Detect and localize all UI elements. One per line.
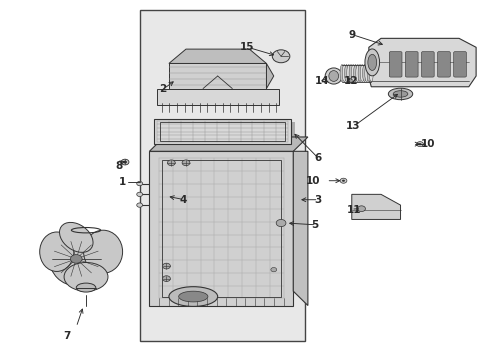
Text: 4: 4 xyxy=(180,195,187,205)
Text: 6: 6 xyxy=(313,153,321,163)
Polygon shape xyxy=(149,151,293,306)
Ellipse shape xyxy=(350,64,354,82)
Text: 15: 15 xyxy=(239,42,254,52)
Polygon shape xyxy=(149,137,307,151)
FancyBboxPatch shape xyxy=(405,51,417,77)
Ellipse shape xyxy=(355,64,359,82)
Bar xyxy=(161,160,281,297)
Ellipse shape xyxy=(387,88,412,100)
Polygon shape xyxy=(266,63,273,89)
Ellipse shape xyxy=(49,232,103,286)
Ellipse shape xyxy=(40,232,74,271)
Ellipse shape xyxy=(353,64,357,82)
Circle shape xyxy=(123,161,127,163)
Text: 5: 5 xyxy=(311,220,318,230)
Circle shape xyxy=(276,220,285,226)
Bar xyxy=(158,122,294,147)
Ellipse shape xyxy=(346,64,350,82)
Ellipse shape xyxy=(367,54,376,71)
Circle shape xyxy=(416,141,423,147)
Polygon shape xyxy=(368,39,475,87)
Ellipse shape xyxy=(357,64,361,82)
Circle shape xyxy=(182,160,189,166)
Circle shape xyxy=(162,276,170,282)
Ellipse shape xyxy=(168,287,217,306)
Ellipse shape xyxy=(328,71,338,81)
Circle shape xyxy=(70,255,82,263)
Ellipse shape xyxy=(178,291,207,302)
Ellipse shape xyxy=(392,91,407,97)
Text: 12: 12 xyxy=(343,76,357,86)
Circle shape xyxy=(162,263,170,269)
FancyBboxPatch shape xyxy=(421,51,433,77)
FancyBboxPatch shape xyxy=(388,51,401,77)
Ellipse shape xyxy=(339,64,343,82)
Ellipse shape xyxy=(60,222,93,252)
Text: 10: 10 xyxy=(420,139,435,149)
Text: 10: 10 xyxy=(305,176,320,186)
Ellipse shape xyxy=(364,49,379,76)
Ellipse shape xyxy=(362,64,366,82)
Text: 7: 7 xyxy=(62,331,70,341)
Bar xyxy=(154,119,290,144)
Text: 13: 13 xyxy=(345,121,359,131)
Bar xyxy=(140,10,305,341)
Circle shape xyxy=(270,267,276,272)
Text: 9: 9 xyxy=(347,30,355,40)
Circle shape xyxy=(341,180,344,182)
Ellipse shape xyxy=(64,262,108,291)
Text: 1: 1 xyxy=(119,177,126,187)
Ellipse shape xyxy=(366,64,370,82)
Polygon shape xyxy=(351,194,400,220)
Polygon shape xyxy=(293,151,307,306)
Ellipse shape xyxy=(364,64,368,82)
Text: 3: 3 xyxy=(313,195,321,205)
Ellipse shape xyxy=(325,68,342,84)
Ellipse shape xyxy=(344,64,348,82)
Ellipse shape xyxy=(348,64,352,82)
Text: 14: 14 xyxy=(315,76,329,86)
Circle shape xyxy=(121,159,129,165)
Text: 11: 11 xyxy=(346,206,361,216)
Circle shape xyxy=(418,143,421,145)
Ellipse shape xyxy=(368,64,372,82)
Bar xyxy=(160,122,285,141)
Ellipse shape xyxy=(342,64,346,82)
Circle shape xyxy=(137,203,142,207)
Polygon shape xyxy=(168,49,266,63)
Ellipse shape xyxy=(76,283,96,292)
Text: 2: 2 xyxy=(159,84,166,94)
Polygon shape xyxy=(157,89,278,105)
Polygon shape xyxy=(168,63,266,89)
Circle shape xyxy=(137,192,142,197)
Text: 8: 8 xyxy=(115,161,122,171)
Circle shape xyxy=(357,206,365,212)
FancyBboxPatch shape xyxy=(453,51,466,77)
Circle shape xyxy=(339,178,346,183)
Circle shape xyxy=(167,160,175,166)
Ellipse shape xyxy=(360,64,364,82)
Circle shape xyxy=(272,50,289,63)
Circle shape xyxy=(137,181,142,186)
Ellipse shape xyxy=(83,230,122,273)
FancyBboxPatch shape xyxy=(437,51,449,77)
